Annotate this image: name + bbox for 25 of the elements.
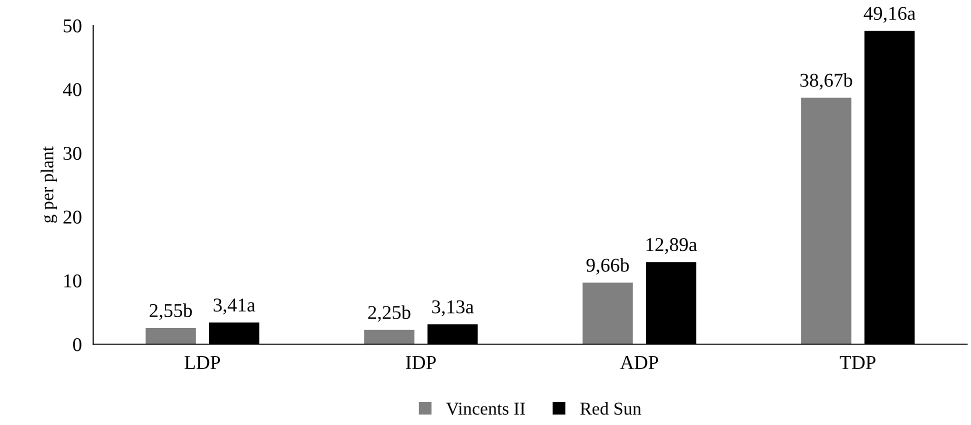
bar xyxy=(364,330,414,344)
bar xyxy=(582,282,633,344)
data-label: 3,13a xyxy=(432,300,474,316)
data-label: 9,66b xyxy=(586,258,629,275)
bar xyxy=(146,328,196,344)
data-label: 2,25b xyxy=(368,305,410,322)
x-tick-label: TDP xyxy=(840,356,876,369)
data-label: 2,55b xyxy=(150,303,192,320)
legend-label: Vincents II xyxy=(446,402,525,415)
y-tick-label: 20 xyxy=(64,210,82,224)
y-tick-label: 30 xyxy=(64,146,82,160)
legend-label: Red Sun xyxy=(580,402,642,415)
data-label: 3,41a xyxy=(214,298,256,314)
bar xyxy=(801,98,852,344)
y-tick-label: 0 xyxy=(73,338,82,352)
y-axis-title: g per plant xyxy=(40,146,58,223)
x-tick-label: ADP xyxy=(620,356,658,369)
data-label: 12,89a xyxy=(646,238,698,254)
data-label: 49,16a xyxy=(864,6,916,23)
y-tick-label: 40 xyxy=(63,83,82,96)
y-tick-label: 50 xyxy=(64,19,82,32)
x-tick-label: IDP xyxy=(406,356,436,369)
y-tick-label: 10 xyxy=(64,274,82,288)
data-label: 38,67b xyxy=(800,73,852,90)
x-tick-label: LDP xyxy=(184,356,220,369)
